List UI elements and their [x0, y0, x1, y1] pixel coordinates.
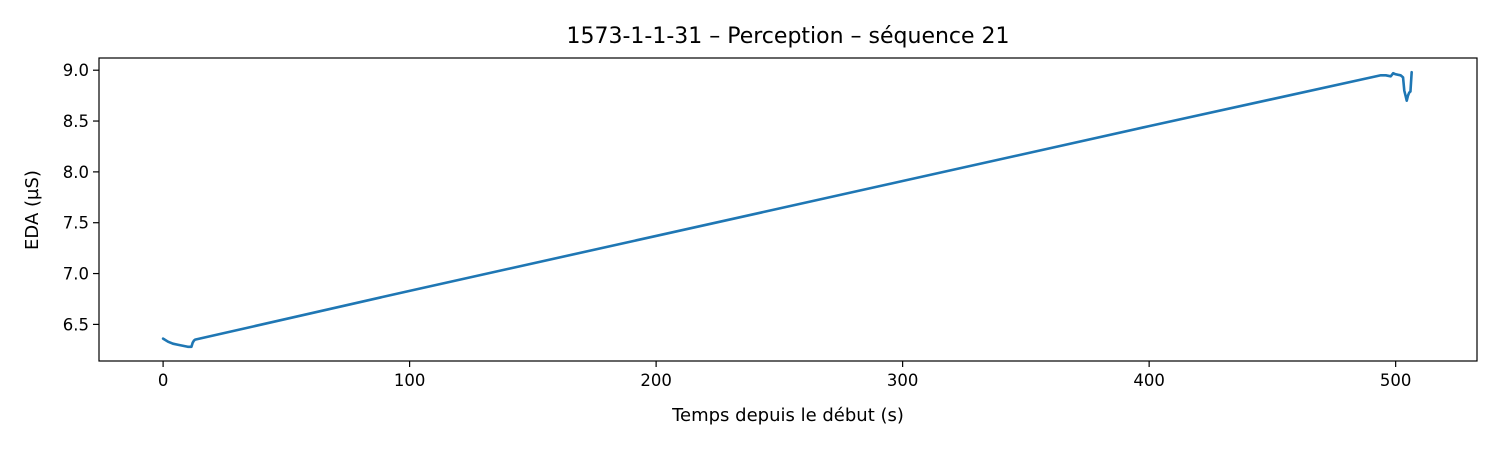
x-tick-label: 400	[1133, 371, 1165, 390]
y-tick-label: 9.0	[63, 61, 89, 80]
y-tick-label: 7.0	[63, 265, 89, 284]
x-tick-label: 200	[640, 371, 672, 390]
x-tick-label: 300	[887, 371, 919, 390]
y-tick-label: 8.5	[63, 112, 89, 131]
x-axis: 0 100 200 300 400 500	[158, 361, 1412, 390]
y-axis-label: EDA (µS)	[22, 170, 43, 250]
y-tick-label: 6.5	[63, 315, 89, 334]
eda-series-line	[161, 70, 1413, 349]
y-tick-label: 7.5	[63, 214, 89, 233]
x-axis-label: Temps depuis le début (s)	[671, 405, 904, 426]
y-tick-label: 8.0	[63, 163, 89, 182]
y-axis: 6.5 7.0 7.5 8.0 8.5 9.0	[63, 61, 99, 334]
x-tick-label: 0	[158, 371, 169, 390]
series-layer	[161, 70, 1413, 349]
x-tick-label: 500	[1380, 371, 1412, 390]
x-tick-label: 100	[394, 371, 426, 390]
chart-title: 1573-1-1-31 – Perception – séquence 21	[566, 24, 1009, 49]
